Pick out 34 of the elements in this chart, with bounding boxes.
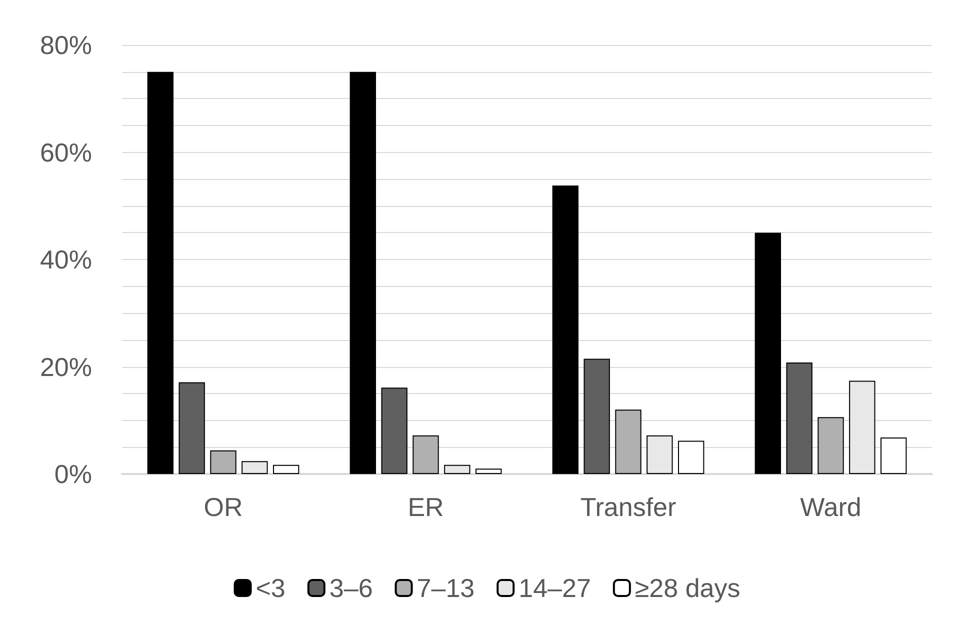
bar bbox=[147, 72, 174, 474]
legend-label: ≥28 days bbox=[634, 573, 740, 603]
bar bbox=[273, 464, 300, 474]
bar bbox=[615, 410, 642, 474]
bar bbox=[552, 186, 578, 474]
bar bbox=[678, 440, 704, 474]
bar bbox=[178, 382, 205, 474]
legend-label: 7–13 bbox=[416, 573, 475, 603]
bar bbox=[818, 417, 844, 474]
legend-label: <3 bbox=[256, 573, 286, 603]
bar bbox=[444, 464, 470, 474]
x-tick-label: Ward bbox=[800, 492, 862, 522]
legend-label: 14–27 bbox=[518, 573, 591, 603]
y-tick-label: 0% bbox=[54, 459, 92, 489]
bar bbox=[754, 232, 781, 474]
x-tick-label: Transfer bbox=[580, 492, 677, 522]
x-tick-label: ER bbox=[408, 492, 444, 522]
bar bbox=[786, 362, 812, 474]
bar bbox=[584, 358, 610, 474]
bar bbox=[350, 72, 376, 474]
y-tick-label: 20% bbox=[40, 352, 92, 382]
bar bbox=[210, 450, 236, 474]
bar bbox=[646, 435, 673, 474]
bar bbox=[880, 438, 907, 474]
bar bbox=[476, 468, 502, 474]
bar bbox=[381, 388, 408, 474]
legend-label: 3–6 bbox=[329, 573, 373, 603]
bar bbox=[412, 435, 439, 474]
bar bbox=[242, 461, 268, 474]
y-tick-label: 80% bbox=[40, 30, 92, 60]
y-tick-label: 40% bbox=[40, 244, 92, 274]
y-tick-label: 60% bbox=[40, 137, 92, 168]
bar bbox=[849, 380, 876, 474]
x-tick-label: OR bbox=[204, 492, 243, 522]
